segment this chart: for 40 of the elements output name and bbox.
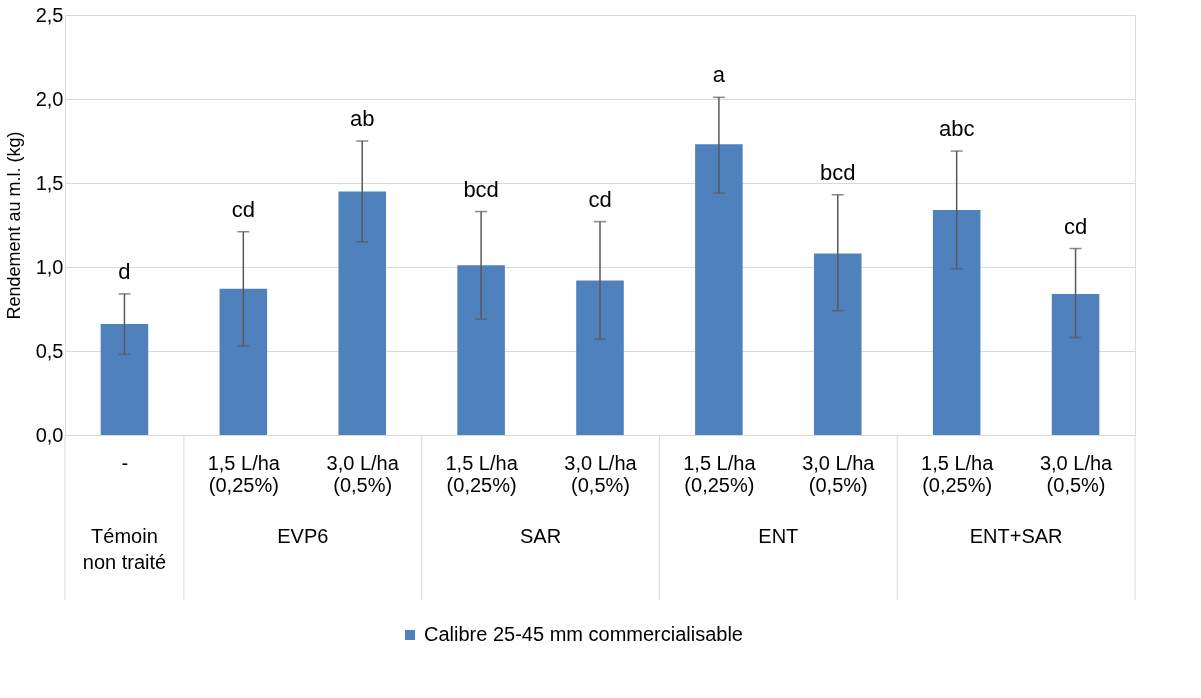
annotation: a — [712, 62, 726, 88]
x-tick-label: 3,0 L/ha (0,5%) — [564, 451, 638, 496]
y-tick-label: 1,5 — [35, 171, 64, 194]
y-tick-label: 1,0 — [35, 255, 64, 278]
annotation: cd — [1063, 213, 1088, 239]
bar — [932, 209, 981, 435]
x-tick-label: 1,5 L/ha (0,25%) — [921, 451, 995, 496]
text: ENT+SAR — [969, 525, 1063, 547]
y-tick-label: 0,0 — [35, 423, 64, 446]
x-tick-label: 1,5 L/ha (0,25%) — [683, 451, 757, 496]
y-tick-label: 2,5 — [35, 3, 64, 26]
y-tick-label: 2,0 — [35, 87, 64, 110]
bar — [1051, 293, 1100, 435]
bar — [219, 288, 268, 435]
y-tick-label: 0,5 — [35, 339, 64, 362]
annotation: bcd — [463, 176, 499, 202]
annotation: bcd — [820, 159, 856, 185]
y-axis-title: Rendement au m.l. (kg) — [3, 131, 24, 320]
x-tick-label: 3,0 L/ha (0,5%) — [802, 451, 876, 496]
text: EVP6 — [277, 525, 329, 547]
text: Témoin non traité — [82, 525, 167, 573]
annotation: ab — [349, 106, 375, 131]
x-tick-label: 1,5 L/ha (0,25%) — [207, 451, 281, 496]
annotation: abc — [938, 116, 975, 142]
x-tick-label: 3,0 L/ha (0,5%) — [1039, 451, 1114, 496]
annotation: d — [118, 258, 131, 284]
x-tick-label: 3,0 L/ha (0,5%) — [326, 451, 400, 496]
annotation: cd — [588, 186, 612, 212]
bar — [457, 265, 505, 435]
annotation: cd — [231, 196, 255, 222]
legend-label: Calibre 25-45 mm commercialisable — [424, 623, 743, 645]
x-tick-label: - — [121, 451, 129, 474]
bar — [695, 144, 743, 435]
bar — [814, 253, 862, 435]
bar — [576, 280, 624, 435]
text: SAR — [519, 525, 562, 547]
x-tick-label: 1,5 L/ha (0,25%) — [445, 451, 519, 496]
bar — [100, 324, 149, 435]
text: ENT — [758, 525, 799, 547]
bar — [338, 191, 386, 435]
